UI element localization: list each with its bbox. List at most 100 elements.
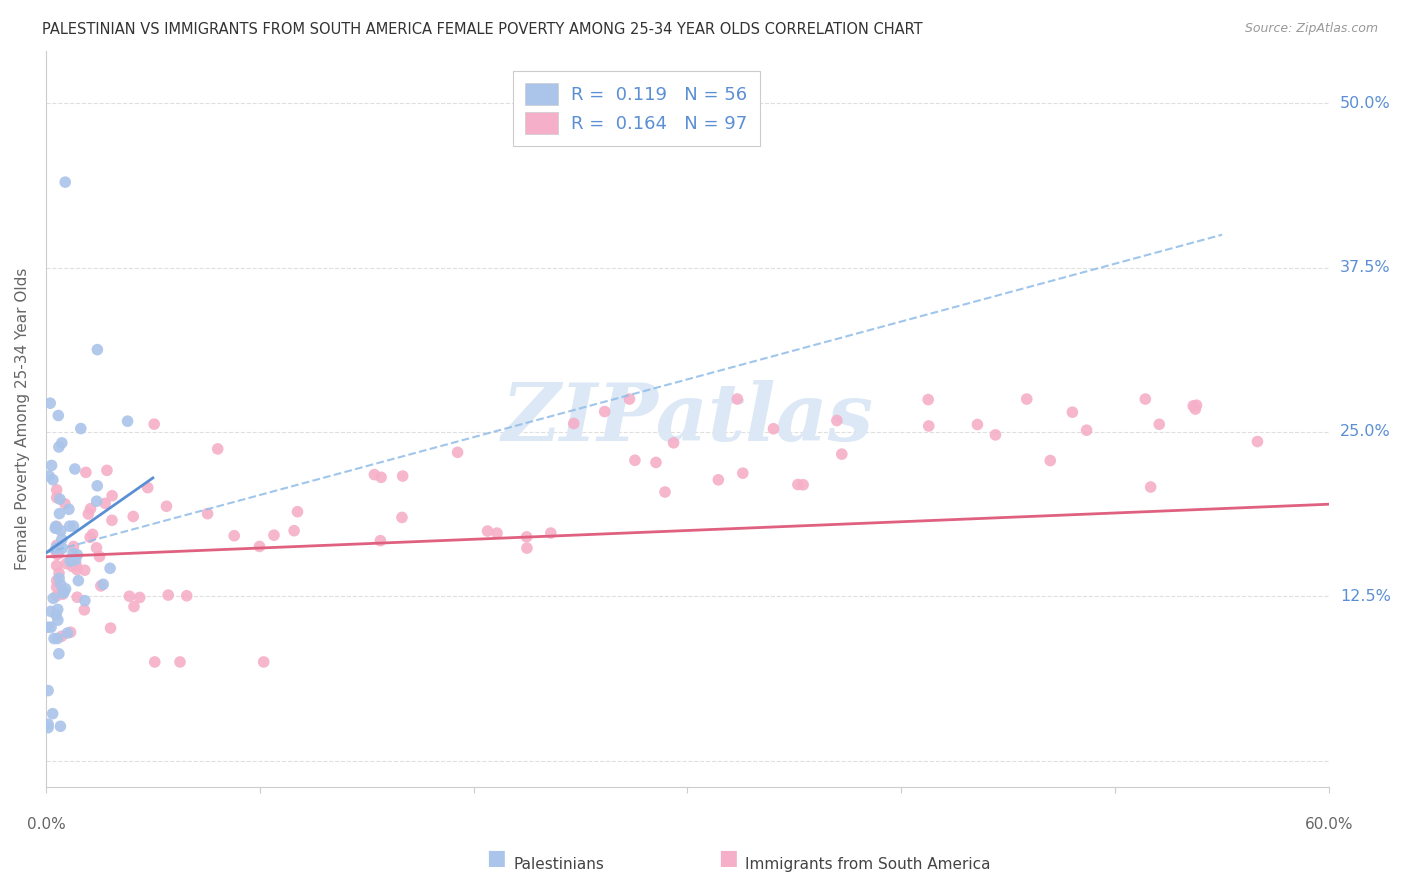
Text: ■: ■ [486,848,506,868]
Point [94,496,117,510]
Text: ■: ■ [718,848,738,868]
Point [53,585,76,599]
Point [917,392,939,407]
Point [169,655,191,669]
Point [59,625,82,640]
Point [45,544,67,558]
Point [624,453,647,467]
Point [49,578,72,592]
Point [1039,453,1062,467]
Point [55,582,77,596]
Point [38,469,60,483]
Point [249,540,271,554]
Point [45,580,67,594]
Point [55,557,77,571]
Text: 50.0%: 50.0% [1340,95,1391,111]
Point [918,419,941,434]
Point [762,422,785,436]
Y-axis label: Female Poverty Among 25-34 Year Olds: Female Poverty Among 25-34 Year Olds [15,268,30,570]
Point [197,507,219,521]
Point [48,647,70,661]
Point [1246,434,1268,449]
Text: Immigrants from South America: Immigrants from South America [745,857,991,872]
Point [52,587,75,601]
Point [143,417,166,431]
Point [42,632,65,646]
Point [101,513,124,527]
Point [118,589,141,603]
Text: Palestinians: Palestinians [513,857,605,872]
Point [73,603,96,617]
Point [45,589,67,603]
Point [792,477,814,491]
Point [707,473,730,487]
Point [53,497,76,511]
Point [143,655,166,669]
Legend: R =  0.119   N = 56, R =  0.164   N = 97: R = 0.119 N = 56, R = 0.164 N = 97 [513,70,759,146]
Point [1062,405,1084,419]
Point [45,558,67,573]
Text: 60.0%: 60.0% [1305,817,1353,832]
Point [62,540,84,554]
Point [79,501,101,516]
Point [45,491,67,505]
Point [46,547,69,561]
Point [619,392,641,406]
Point [1149,417,1171,432]
Point [562,417,585,431]
Point [48,571,70,585]
Point [56,626,79,640]
Point [1185,398,1208,412]
Point [45,538,67,552]
Point [66,563,89,577]
Point [645,455,668,469]
Point [51,541,73,556]
Text: 25.0%: 25.0% [1340,425,1391,440]
Point [45,483,67,497]
Point [51,629,73,643]
Text: 37.5%: 37.5% [1340,260,1391,275]
Point [58,502,80,516]
Point [731,466,754,480]
Point [725,392,748,406]
Point [391,469,413,483]
Point [51,533,73,547]
Text: 12.5%: 12.5% [1340,589,1391,604]
Point [1182,399,1205,413]
Point [516,541,538,555]
Point [96,463,118,477]
Point [51,436,73,450]
Point [59,554,82,568]
Point [45,519,67,533]
Point [966,417,988,432]
Point [49,492,72,507]
Text: Source: ZipAtlas.com: Source: ZipAtlas.com [1244,22,1378,36]
Point [90,579,112,593]
Point [263,528,285,542]
Point [73,563,96,577]
Point [46,613,69,627]
Point [86,494,108,508]
Point [370,533,392,548]
Point [516,530,538,544]
Point [100,621,122,635]
Point [86,343,108,357]
Point [79,530,101,544]
Point [73,593,96,607]
Point [136,481,159,495]
Text: PALESTINIAN VS IMMIGRANTS FROM SOUTH AMERICA FEMALE POVERTY AMONG 25-34 YEAR OLD: PALESTINIAN VS IMMIGRANTS FROM SOUTH AME… [42,22,922,37]
Point [283,524,305,538]
Point [46,632,69,646]
Point [157,588,180,602]
Point [207,442,229,456]
Point [287,505,309,519]
Point [486,526,509,541]
Point [65,558,87,573]
Point [82,527,104,541]
Point [1184,402,1206,417]
Point [37,620,59,634]
Point [122,599,145,614]
Point [63,462,86,476]
Point [48,566,70,580]
Point [662,435,685,450]
